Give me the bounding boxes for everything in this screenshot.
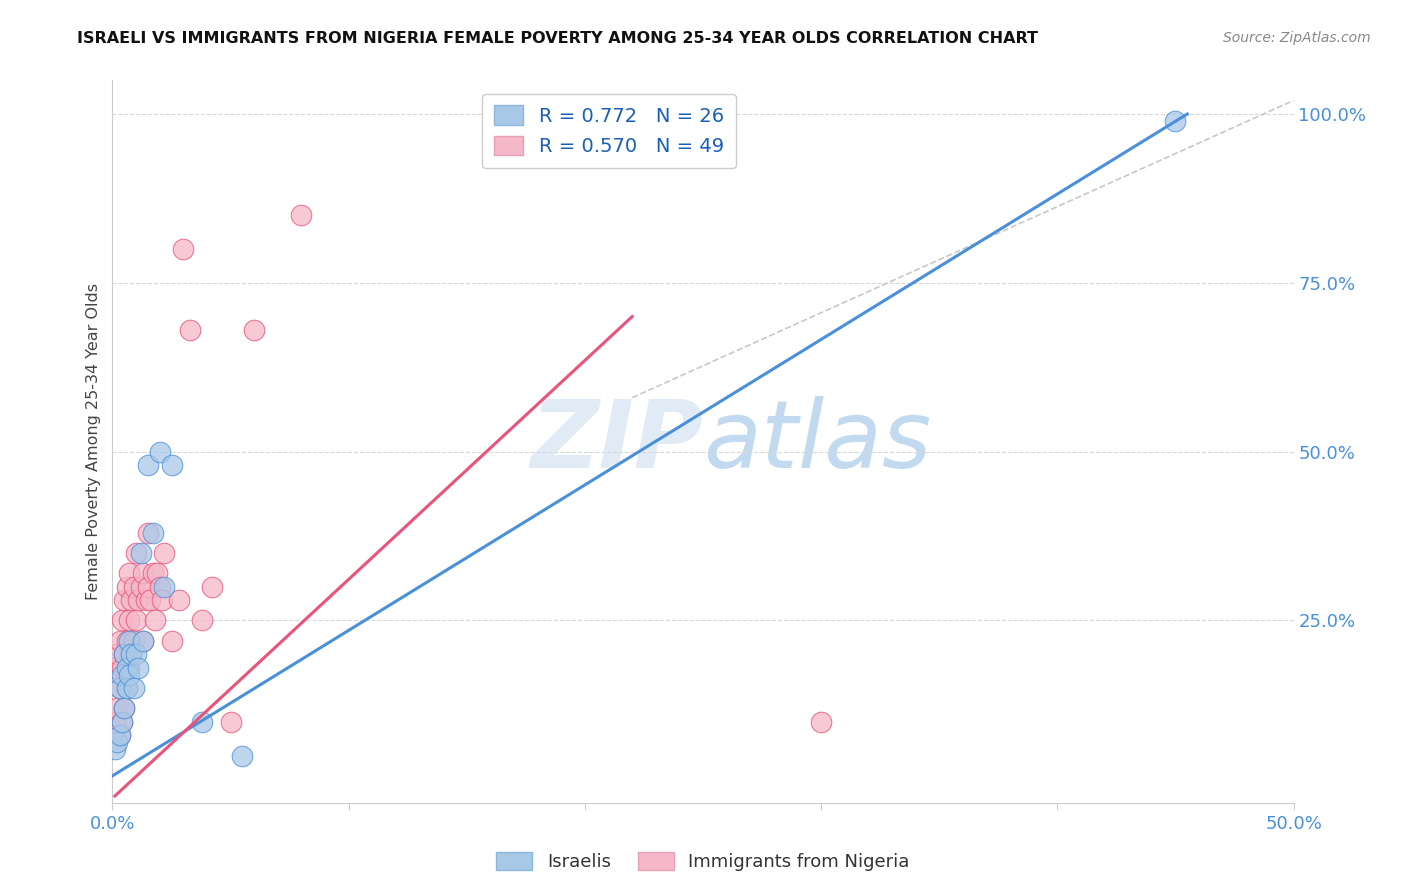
Point: [105, 701, 128, 715]
Point: [146, 566, 169, 581]
Point: [160, 633, 183, 648]
Point: [120, 647, 142, 661]
Point: [172, 242, 194, 256]
Point: [132, 633, 155, 648]
Point: [115, 681, 138, 695]
Point: [153, 580, 176, 594]
Point: [191, 714, 214, 729]
Point: [118, 661, 141, 675]
Text: ISRAELI VS IMMIGRANTS FROM NIGERIA FEMALE POVERTY AMONG 25-34 YEAR OLDS CORRELAT: ISRAELI VS IMMIGRANTS FROM NIGERIA FEMAL…: [77, 31, 1038, 46]
Point: [105, 735, 128, 749]
Point: [129, 580, 152, 594]
Point: [122, 633, 145, 648]
Point: [149, 444, 172, 458]
Point: [112, 701, 135, 715]
Y-axis label: Female Poverty Among 25-34 Year Olds: Female Poverty Among 25-34 Year Olds: [86, 283, 101, 600]
Point: [112, 593, 135, 607]
Point: [191, 614, 214, 628]
Legend: Israelis, Immigrants from Nigeria: Israelis, Immigrants from Nigeria: [489, 845, 917, 879]
Point: [115, 580, 138, 594]
Point: [243, 323, 266, 337]
Point: [112, 647, 135, 661]
Point: [118, 566, 141, 581]
Point: [108, 633, 131, 648]
Point: [135, 593, 157, 607]
Point: [104, 661, 127, 675]
Point: [129, 546, 152, 560]
Point: [290, 208, 312, 222]
Point: [136, 458, 159, 472]
Point: [118, 633, 141, 648]
Point: [118, 614, 141, 628]
Point: [150, 593, 173, 607]
Point: [115, 681, 138, 695]
Text: Source: ZipAtlas.com: Source: ZipAtlas.com: [1223, 31, 1371, 45]
Point: [132, 566, 155, 581]
Point: [112, 701, 135, 715]
Text: ZIP: ZIP: [530, 395, 703, 488]
Point: [112, 647, 135, 661]
Point: [132, 633, 155, 648]
Point: [136, 525, 159, 540]
Point: [143, 614, 166, 628]
Point: [108, 728, 131, 742]
Point: [127, 661, 149, 675]
Point: [108, 728, 131, 742]
Point: [111, 714, 134, 729]
Point: [201, 580, 224, 594]
Point: [231, 748, 253, 763]
Point: [108, 681, 131, 695]
Point: [105, 647, 128, 661]
Point: [115, 633, 138, 648]
Point: [118, 667, 141, 681]
Legend: R = 0.772   N = 26, R = 0.570   N = 49: R = 0.772 N = 26, R = 0.570 N = 49: [482, 94, 735, 168]
Point: [142, 525, 165, 540]
Point: [139, 593, 162, 607]
Point: [104, 714, 127, 729]
Point: [167, 593, 190, 607]
Point: [122, 580, 145, 594]
Point: [111, 661, 134, 675]
Point: [1164, 113, 1187, 128]
Point: [125, 614, 148, 628]
Point: [142, 566, 165, 581]
Point: [149, 580, 172, 594]
Point: [120, 647, 142, 661]
Point: [219, 714, 242, 729]
Point: [153, 546, 176, 560]
Point: [179, 323, 201, 337]
Point: [127, 593, 149, 607]
Point: [104, 741, 127, 756]
Point: [160, 458, 183, 472]
Text: atlas: atlas: [703, 396, 931, 487]
Point: [108, 681, 131, 695]
Point: [125, 647, 148, 661]
Point: [810, 714, 832, 729]
Point: [111, 614, 134, 628]
Point: [122, 681, 145, 695]
Point: [111, 714, 134, 729]
Point: [136, 580, 159, 594]
Point: [115, 661, 138, 675]
Point: [111, 667, 134, 681]
Point: [125, 546, 148, 560]
Point: [120, 593, 142, 607]
